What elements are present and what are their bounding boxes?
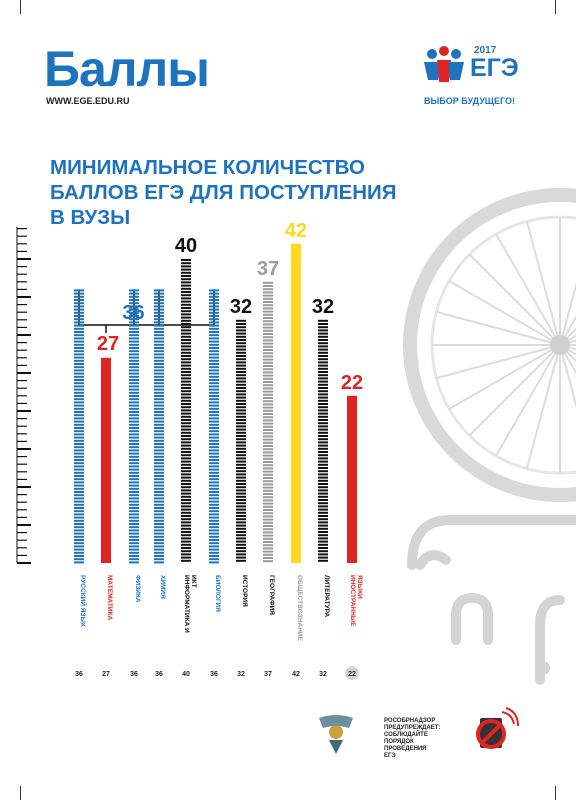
bottom-value-label: 37 <box>264 671 272 678</box>
category-label: ИНФОРМАТИКА И <box>183 575 190 633</box>
crop-mark <box>555 786 556 800</box>
warning-line: ПОРЯДОК <box>384 739 414 745</box>
bench-ornament-icon <box>407 515 576 685</box>
bottom-value-label: 32 <box>237 671 245 678</box>
crop-mark <box>20 786 21 800</box>
bar-value-label: 32 <box>312 296 334 318</box>
ege-logo-icon <box>424 46 464 82</box>
highlight-circle <box>345 666 359 680</box>
category-label: ИКТ <box>190 575 197 588</box>
website-url: WWW.EGE.EDU.RU <box>46 96 130 106</box>
rosobrnadzor-warning: РОСОБРНАДЗОР ПРЕДУПРЕЖДАЕТ: СОБЛЮДАЙТЕ П… <box>384 718 464 760</box>
heading-line: В ВУЗЫ <box>50 206 131 229</box>
heading-line: МИНИМАЛЬНОЕ КОЛИЧЕСТВО <box>50 156 365 179</box>
group-bracket: 36 <box>78 289 215 333</box>
category-label: ИНОСТРАННЫЕ <box>349 575 356 627</box>
bar <box>154 289 164 564</box>
no-phone-icon <box>476 707 519 749</box>
bar-value-label: 40 <box>175 235 197 257</box>
bottom-value-label: 42 <box>292 671 300 678</box>
warning-line: ЕГЭ <box>384 753 396 759</box>
logo-tagline: ВЫБОР БУДУЩЕГО! <box>424 96 515 106</box>
bar <box>236 319 246 562</box>
bottom-value-label: 22 <box>348 671 356 678</box>
scale-ruler <box>16 226 31 564</box>
warning-line: СОБЛЮДАЙТЕ <box>384 732 428 738</box>
bar <box>101 357 111 563</box>
bottom-value-label: 27 <box>102 671 110 678</box>
bottom-value-label: 36 <box>155 671 163 678</box>
category-label: ХИМИЯ <box>159 575 166 599</box>
bar <box>318 319 328 562</box>
bar-value-label: 42 <box>285 220 307 242</box>
bar <box>129 289 139 564</box>
bar <box>74 289 84 564</box>
category-label: МАТЕМАТИКА <box>106 575 113 620</box>
bottom-value-label: 36 <box>75 671 83 678</box>
category-label: БИОЛОГИЯ <box>214 575 221 612</box>
category-label: ЯЗЫКИ <box>356 575 363 599</box>
bottom-value-label: 36 <box>210 671 218 678</box>
crop-mark <box>555 0 556 14</box>
category-label: ЛИТЕРАТУРА <box>323 575 330 617</box>
logo-text: ЕГЭ <box>470 54 519 82</box>
bar-value-label: 37 <box>257 258 279 280</box>
bar-value-label: 27 <box>97 333 119 355</box>
bar <box>263 281 273 563</box>
category-label: ИСТОРИЯ <box>241 575 248 607</box>
page-title: Баллы <box>44 41 210 97</box>
category-label: ГЕОГРАФИЯ <box>268 575 275 615</box>
logo-year: 2017 <box>474 45 497 56</box>
warning-line: ПРЕДУПРЕЖДАЕТ: <box>384 725 441 731</box>
bar <box>291 243 301 564</box>
category-labels: РУССКИЙ ЯЗЫК МАТЕМАТИКА ФИЗИКА ХИМИЯ ИНФОРМА… <box>79 575 363 642</box>
bottom-value-labels: 36 27 36 36 40 36 32 37 42 32 22 <box>75 666 359 680</box>
chart-heading: МИНИМАЛЬНОЕ КОЛИЧЕСТВО БАЛЛОВ ЕГЭ ДЛЯ ПО… <box>50 155 480 230</box>
warning-line: ПРОВЕДЕНИЯ <box>384 746 427 752</box>
bicycle-wheel-icon <box>403 188 576 502</box>
crop-mark <box>20 0 21 14</box>
category-label: РУССКИЙ ЯЗЫК <box>79 575 88 627</box>
bar <box>347 395 357 563</box>
bench-foot-icon <box>536 661 550 675</box>
bar-value-label: 32 <box>230 296 252 318</box>
rosobrnadzor-emblem-icon <box>319 715 353 754</box>
heading-line: БАЛЛОВ ЕГЭ ДЛЯ ПОСТУПЛЕНИЯ <box>50 181 397 204</box>
category-label: ФИЗИКА <box>134 575 141 603</box>
category-label: ОБЩЕСТВОЗНАНИЕ <box>296 575 303 642</box>
bar <box>181 259 191 562</box>
bottom-value-label: 40 <box>182 671 190 678</box>
warning-line: РОСОБРНАДЗОР <box>384 718 436 724</box>
bars <box>74 243 357 564</box>
bar-value-label: 22 <box>341 372 363 394</box>
bottom-value-label: 36 <box>130 671 138 678</box>
bottom-value-label: 32 <box>319 671 327 678</box>
bar <box>209 289 219 564</box>
